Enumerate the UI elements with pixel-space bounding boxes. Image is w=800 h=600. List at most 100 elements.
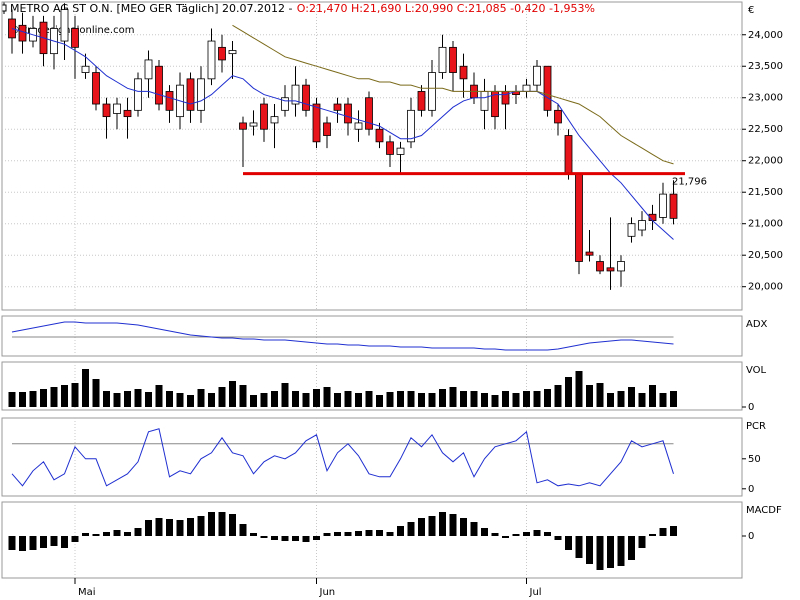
candle-body bbox=[302, 84, 310, 111]
bar bbox=[145, 392, 152, 407]
candle-body bbox=[312, 103, 321, 143]
candle-body bbox=[344, 103, 352, 124]
x-tick-label: Mai bbox=[78, 587, 96, 598]
bar bbox=[512, 393, 520, 407]
candle-body bbox=[501, 91, 510, 105]
panel-title: ADX bbox=[746, 319, 768, 330]
bar bbox=[628, 536, 635, 560]
bar bbox=[355, 531, 362, 536]
bar bbox=[187, 395, 194, 407]
candle-body bbox=[102, 103, 111, 118]
bar bbox=[418, 393, 425, 407]
bar bbox=[92, 534, 100, 536]
bar bbox=[302, 536, 310, 542]
bar bbox=[428, 393, 436, 407]
bar bbox=[281, 383, 289, 407]
bar bbox=[554, 536, 562, 540]
bar bbox=[418, 518, 425, 536]
bar bbox=[596, 383, 604, 407]
bar bbox=[218, 387, 226, 407]
bar bbox=[502, 536, 509, 538]
candle-body bbox=[428, 72, 436, 111]
candle-body bbox=[186, 78, 195, 111]
y-tick-label: 24,000 bbox=[748, 30, 783, 41]
bar bbox=[176, 520, 184, 536]
bar bbox=[239, 524, 247, 536]
bar bbox=[250, 533, 257, 536]
bar bbox=[649, 385, 656, 407]
candle-body bbox=[239, 122, 247, 130]
bar bbox=[607, 393, 614, 407]
bar bbox=[628, 387, 635, 407]
bar bbox=[386, 532, 394, 536]
chart-title: METRO AG ST O.N. [MEO GER Täglich] 20.07… bbox=[10, 2, 293, 15]
y-tick-label: 20,500 bbox=[748, 250, 783, 261]
y-tick-label: 0 bbox=[748, 402, 754, 413]
bar bbox=[50, 536, 58, 546]
panel-title: PCR bbox=[746, 421, 766, 432]
candle-body bbox=[60, 9, 69, 42]
bar bbox=[124, 532, 131, 536]
bar bbox=[470, 522, 478, 536]
bar bbox=[166, 391, 173, 407]
bar bbox=[250, 395, 257, 407]
bar bbox=[8, 392, 16, 407]
bar bbox=[607, 536, 614, 568]
panel-frame bbox=[1, 417, 743, 497]
bar bbox=[103, 391, 110, 407]
bar bbox=[239, 385, 247, 407]
candle-body bbox=[365, 97, 373, 130]
bar bbox=[29, 391, 37, 407]
candle-body bbox=[8, 18, 16, 39]
bar bbox=[344, 391, 352, 407]
bar bbox=[208, 512, 215, 536]
bar bbox=[365, 391, 373, 407]
bar bbox=[124, 391, 131, 407]
bar bbox=[544, 389, 551, 407]
candle-body bbox=[228, 50, 237, 55]
bar bbox=[208, 393, 215, 407]
candle-body bbox=[92, 72, 100, 105]
candle-body bbox=[543, 65, 552, 111]
bar bbox=[670, 391, 677, 407]
y-tick-label: 0 bbox=[748, 484, 754, 495]
currency: € bbox=[748, 5, 754, 16]
candle-body bbox=[260, 103, 268, 130]
bar bbox=[481, 393, 488, 407]
candle-body bbox=[81, 65, 90, 73]
bar bbox=[50, 387, 58, 407]
candle-body bbox=[459, 65, 468, 80]
candle-body bbox=[638, 220, 646, 231]
bar bbox=[355, 393, 362, 407]
header: METRO AG ST O.N. [MEO GER Täglich] 20.07… bbox=[10, 2, 595, 15]
bar bbox=[229, 514, 236, 536]
indicator-line bbox=[11, 321, 674, 351]
bar bbox=[271, 391, 278, 407]
candle-body bbox=[407, 109, 415, 143]
bar bbox=[8, 536, 16, 550]
candle-body bbox=[323, 122, 331, 136]
candle-body bbox=[386, 141, 394, 155]
bar bbox=[281, 536, 289, 541]
bar bbox=[19, 392, 26, 407]
bar bbox=[533, 530, 541, 536]
bar bbox=[302, 393, 310, 407]
bar bbox=[481, 528, 488, 536]
candle-body bbox=[596, 261, 604, 272]
bar bbox=[386, 392, 394, 407]
bar bbox=[376, 530, 383, 536]
bar bbox=[449, 514, 457, 536]
candle-body bbox=[480, 91, 489, 111]
bar bbox=[334, 532, 341, 536]
y-tick-label: 21,000 bbox=[748, 219, 783, 230]
bar bbox=[617, 391, 625, 407]
candle-body bbox=[270, 116, 279, 124]
bar bbox=[523, 532, 530, 536]
bar bbox=[523, 391, 530, 407]
candle-body bbox=[617, 261, 625, 272]
candle-body bbox=[449, 46, 457, 73]
candle-body bbox=[207, 40, 216, 80]
